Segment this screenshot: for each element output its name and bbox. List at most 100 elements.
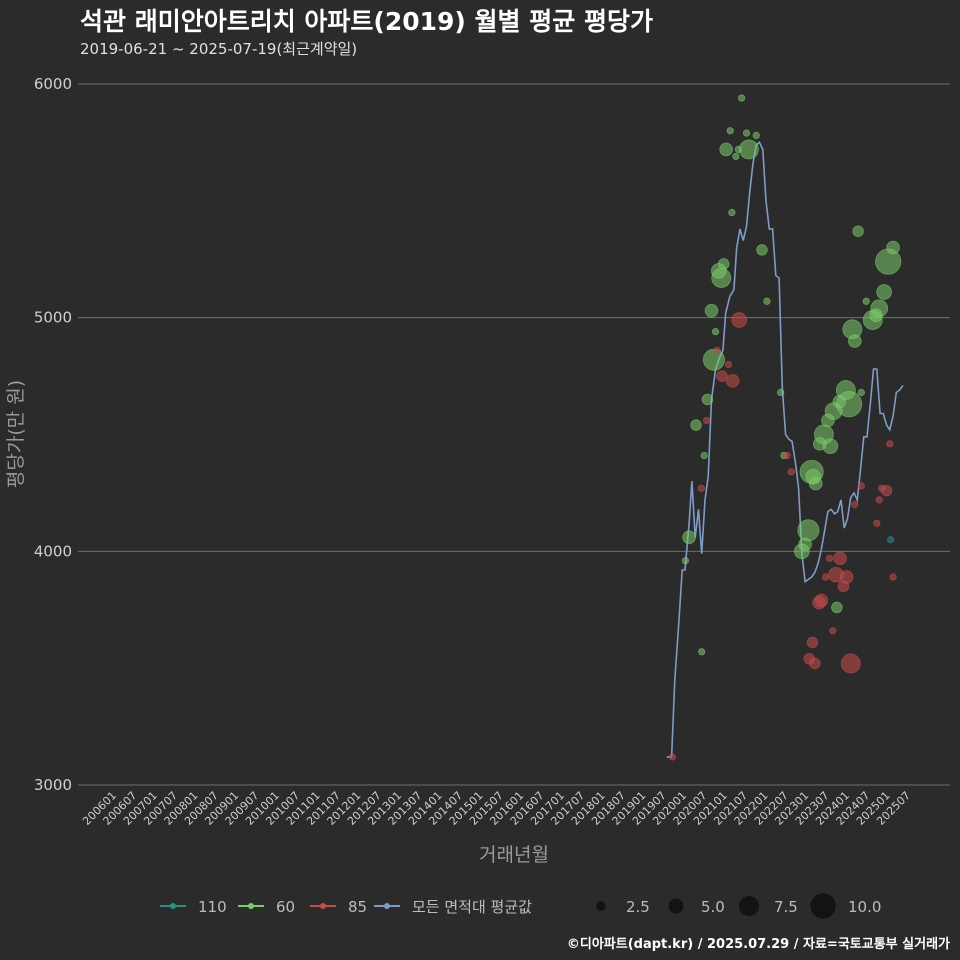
y-axis-ticks: 3000 4000 5000 6000 [34,75,72,794]
point-60 [728,208,736,217]
legend-size-label: 7.5 [774,898,798,916]
legend-size-label: 5.0 [701,898,725,916]
point-60 [700,451,708,460]
point-85 [840,653,861,674]
point-60 [698,648,706,656]
legend-size-item-1: 5.0 [668,898,725,916]
y-tick-label: 4000 [34,542,72,560]
point-60 [690,419,702,431]
point-85 [697,484,705,492]
legend-item-0: 110 [160,898,227,916]
point-85 [839,570,854,584]
point-85 [821,573,830,581]
point-85 [875,496,883,504]
x-axis-ticks: 2006012006072007012007072008012008072009… [80,789,913,828]
y-tick-label: 5000 [34,309,72,327]
average-line-layer [666,141,904,758]
chart-subtitle: 2019-06-21 ~ 2025-07-19(최근계약일) [80,40,358,58]
y-axis-label: 평당가(만 원) [5,380,27,488]
point-85 [716,370,728,382]
point-85 [731,312,748,328]
point-60 [726,127,734,135]
legend-label: 모든 면적대 평균값 [412,898,532,916]
point-85 [787,468,795,476]
legend-item-3: 모든 면적대 평균값 [374,898,532,916]
legend-dot [320,903,326,909]
point-60 [738,139,759,160]
legend-label: 60 [276,898,295,916]
legend-label: 110 [198,898,227,916]
point-60 [752,131,760,140]
point-60 [681,557,690,565]
point-85 [829,627,837,635]
point-60 [777,388,785,397]
legend-size-item-0: 2.5 [596,898,650,916]
point-85 [713,346,721,355]
point-60 [704,303,719,318]
point-60 [701,393,714,406]
point-60 [719,142,733,157]
y-tick-label: 3000 [34,776,72,794]
legend: 110 60 85 모든 면적대 평균값 2.5 5.0 7.5 10.0 [160,893,881,919]
point-60 [797,519,820,542]
scatter-points-layer [668,94,902,761]
point-60 [852,225,864,237]
point-60 [756,244,768,256]
point-85 [889,573,897,581]
point-85 [825,554,834,562]
point-60 [822,438,839,455]
legend-label: 85 [348,898,367,916]
legend-size-label: 10.0 [848,898,881,916]
point-60 [886,240,900,255]
point-60 [737,94,746,102]
y-tick-label: 6000 [34,75,72,93]
point-85 [702,416,711,425]
legend-size-circle [596,901,606,911]
point-60 [682,530,696,545]
point-85 [814,593,829,608]
point-60 [711,328,720,336]
point-60 [876,284,892,300]
point-60 [857,388,865,397]
chart-title: 석관 래미안아트리치 아파트(2019) 월별 평균 평당가 [80,7,653,36]
point-85 [806,636,819,649]
point-85 [857,482,865,490]
x-axis-label: 거래년월 [479,844,549,866]
legend-dot [170,903,176,909]
source-caption: ©디아파트(dapt.kr) / 2025.07.29 / 자료=국토교통부 실… [566,937,950,952]
point-85 [668,753,677,761]
point-85 [783,451,791,460]
point-60 [732,152,740,161]
point-60 [808,476,823,491]
point-85 [880,484,893,497]
point-60 [711,267,732,288]
point-85 [725,373,740,388]
legend-item-2: 85 [310,898,367,916]
legend-size-item-2: 7.5 [738,895,798,917]
point-60 [836,391,863,418]
legend-dot [248,903,254,909]
legend-size-item-3: 10.0 [810,893,881,919]
point-60 [862,297,870,305]
legend-item-1: 60 [238,898,295,916]
point-60 [763,297,771,305]
legend-size-label: 2.5 [626,898,650,916]
point-85 [886,440,894,448]
legend-size-circle [810,893,836,919]
point-60 [870,299,889,318]
point-85 [809,657,821,670]
point-85 [873,519,881,527]
point-85 [851,500,859,509]
point-60 [702,348,725,371]
point-60 [742,129,751,137]
point-60 [717,258,730,270]
point-110 [886,536,895,544]
point-85 [724,360,733,369]
legend-size-circle [668,898,684,914]
legend-size-circle [738,895,760,917]
average-price-line [666,141,904,758]
point-60 [848,334,862,348]
point-60 [831,601,843,614]
point-85 [833,551,847,566]
